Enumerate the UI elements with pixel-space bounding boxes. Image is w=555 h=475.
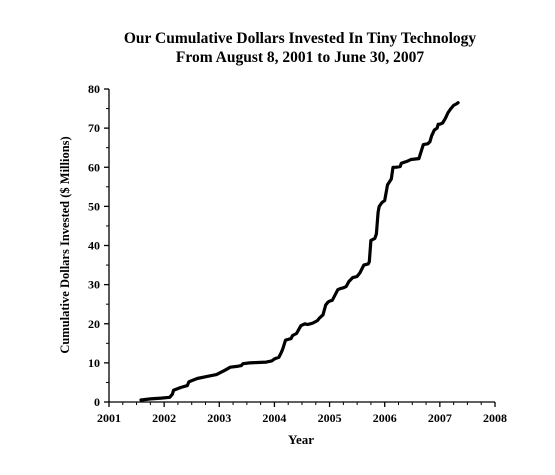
y-tick-label: 0 (94, 395, 100, 409)
x-tick-label: 2002 (152, 411, 176, 425)
x-tick-label: 2003 (207, 411, 231, 425)
y-tick-label: 50 (88, 199, 100, 213)
x-tick-label: 2007 (428, 411, 452, 425)
y-tick-label: 10 (88, 356, 100, 370)
series-line-0 (139, 101, 460, 402)
y-tick-label: 60 (88, 160, 100, 174)
x-tick-label: 2004 (262, 411, 286, 425)
y-tick-label: 40 (88, 239, 100, 253)
y-tick-label: 70 (88, 121, 100, 135)
y-axis-ticks: 0 10 20 30 40 50 60 70 80 (88, 82, 109, 409)
x-axis-label: Year (288, 432, 314, 447)
y-axis-label: Cumulative Dollars Invested ($ Millions) (58, 136, 72, 353)
x-axis-ticks: 2001 2002 2003 2004 2005 2006 2007 2008 (97, 402, 507, 425)
y-tick-label: 20 (88, 317, 100, 331)
x-tick-label: 2001 (97, 411, 121, 425)
chart-title: Our Cumulative Dollars Invested In Tiny … (123, 30, 477, 47)
axes (108, 89, 495, 403)
x-tick-label: 2005 (318, 411, 342, 425)
x-tick-label: 2006 (373, 411, 397, 425)
y-tick-label: 80 (88, 82, 100, 96)
x-tick-label: 2008 (483, 411, 507, 425)
chart-subtitle: From August 8, 2001 to June 30, 2007 (175, 49, 425, 66)
series-group (139, 101, 460, 402)
y-tick-label: 30 (88, 278, 100, 292)
